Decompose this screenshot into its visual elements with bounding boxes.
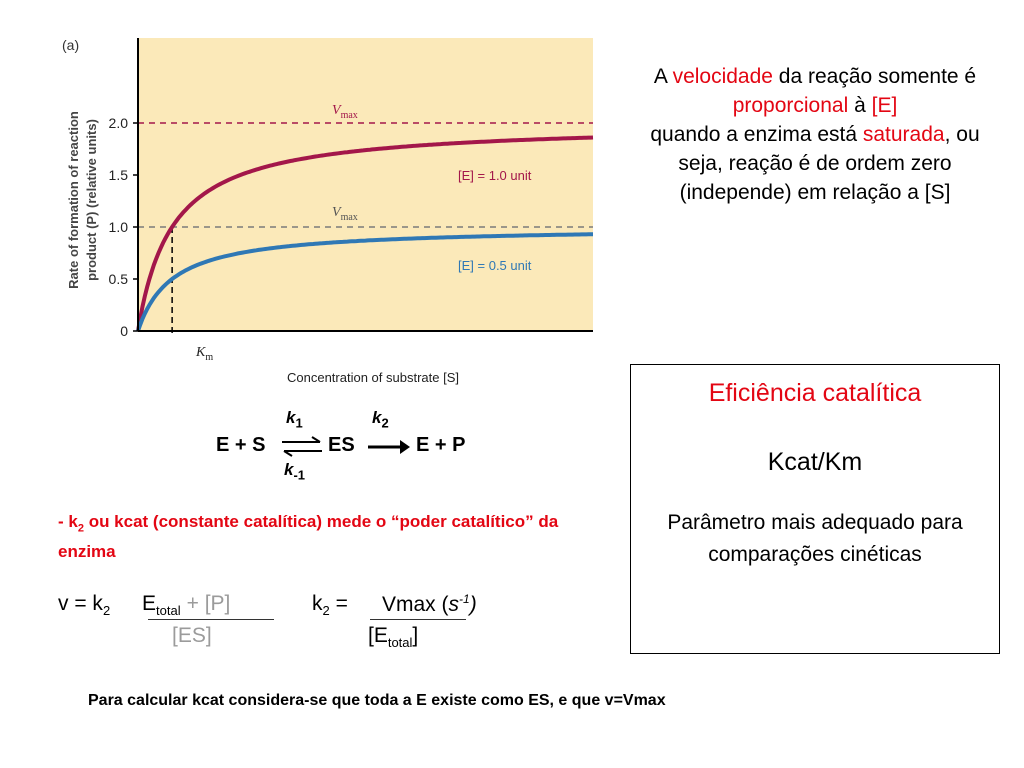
- panel-label: (a): [62, 37, 79, 53]
- text-enzyme-conc: [E]: [871, 94, 898, 117]
- series-curve-0: [136, 135, 594, 332]
- y-tick-label: 0: [120, 323, 128, 339]
- michaelis-menten-chart: (a) 0 0.5 1.0 1.5 2.0 Rate of formation of r…: [62, 37, 594, 385]
- eq2-lhs: k2 =: [312, 592, 348, 619]
- velocity-equation: v = k2 Etotal + [P] [ES]: [58, 592, 298, 652]
- scheme-es: ES: [328, 434, 355, 456]
- series-label-high: [E] = 1.0 unit: [458, 168, 532, 183]
- text-reacao: da reação somente é: [772, 65, 977, 88]
- scheme-e-plus-s: E + S: [216, 434, 266, 456]
- svg-text:Km: Km: [195, 345, 213, 363]
- series-label-low: [E] = 0.5 unit: [458, 258, 532, 273]
- velocity-explanation: A velocidade da reação somente é proporc…: [630, 62, 1000, 207]
- reaction-scheme: E + S k1 k-1 ES k2 E + P: [210, 408, 500, 488]
- scheme-k2: k2: [372, 408, 389, 431]
- forward-arrow: [368, 440, 410, 454]
- text-proporcional: proporcional: [732, 94, 849, 117]
- text-velocidade: velocidade: [672, 65, 773, 88]
- text-ordem-zero: , ou seja, reação é de ordem zero (indep…: [678, 123, 980, 204]
- text-a-grave: à: [848, 94, 872, 117]
- box-description: Parâmetro mais adequado para comparações…: [667, 511, 963, 566]
- k2-equation: k2 = Vmax (s-1) [Etotal]: [312, 592, 532, 652]
- vmax-subscript: max: [341, 212, 358, 223]
- km-subscript: m: [205, 352, 213, 363]
- scheme-k1: k1: [286, 408, 303, 431]
- series-curve-1: [136, 232, 593, 332]
- vmax-label-top: Vmax: [332, 103, 358, 121]
- y-tick-label: 1.5: [109, 167, 129, 183]
- text-a: A: [653, 65, 673, 88]
- footer-note: Para calcular kcat considera-se que toda…: [88, 692, 666, 709]
- eq2-fraction-bar: [370, 619, 466, 620]
- km-symbol: K: [195, 345, 206, 360]
- y-axis-label-line1: Rate of formation of reaction: [66, 111, 81, 289]
- vmax-symbol: V: [332, 205, 342, 220]
- box-formula: Kcat/Km: [767, 448, 863, 476]
- eq1-numerator: Etotal + [P]: [142, 592, 231, 619]
- eq1-lhs: v = k2: [58, 592, 111, 619]
- x-axis-label: Concentration of substrate [S]: [287, 370, 459, 385]
- kcat-note: - k2 ou kcat (constante catalítica) mede…: [58, 512, 559, 562]
- vmax-subscript: max: [341, 110, 358, 121]
- y-axis-label-line2: product (P) (relative units): [84, 119, 99, 281]
- catalytic-efficiency-box: Eficiência catalítica Kcat/Km Parâmetro …: [630, 364, 1000, 654]
- eq1-denominator: [ES]: [172, 624, 212, 647]
- y-tick-label: 1.0: [109, 219, 129, 235]
- text-saturada: saturada: [862, 123, 945, 146]
- km-label: Km: [195, 345, 213, 363]
- scheme-e-plus-p: E + P: [416, 434, 466, 456]
- eq1-fraction-bar: [148, 619, 274, 620]
- y-tick-label: 2.0: [109, 115, 129, 131]
- svg-text:Vmax: Vmax: [332, 205, 358, 223]
- text-quando: quando a enzima está: [650, 123, 863, 146]
- equilibrium-arrows: [282, 436, 322, 457]
- svg-text:Vmax: Vmax: [332, 103, 358, 121]
- eq2-numerator: Vmax (s-1): [382, 592, 477, 616]
- plot-background: [138, 38, 593, 331]
- y-tick-label: 0.5: [109, 271, 129, 287]
- eq2-denominator: [Etotal]: [368, 624, 419, 651]
- vmax-symbol: V: [332, 103, 342, 118]
- scheme-k-minus1: k-1: [284, 460, 306, 483]
- vmax-label-bottom: Vmax: [332, 205, 358, 223]
- box-title: Eficiência catalítica: [708, 379, 922, 407]
